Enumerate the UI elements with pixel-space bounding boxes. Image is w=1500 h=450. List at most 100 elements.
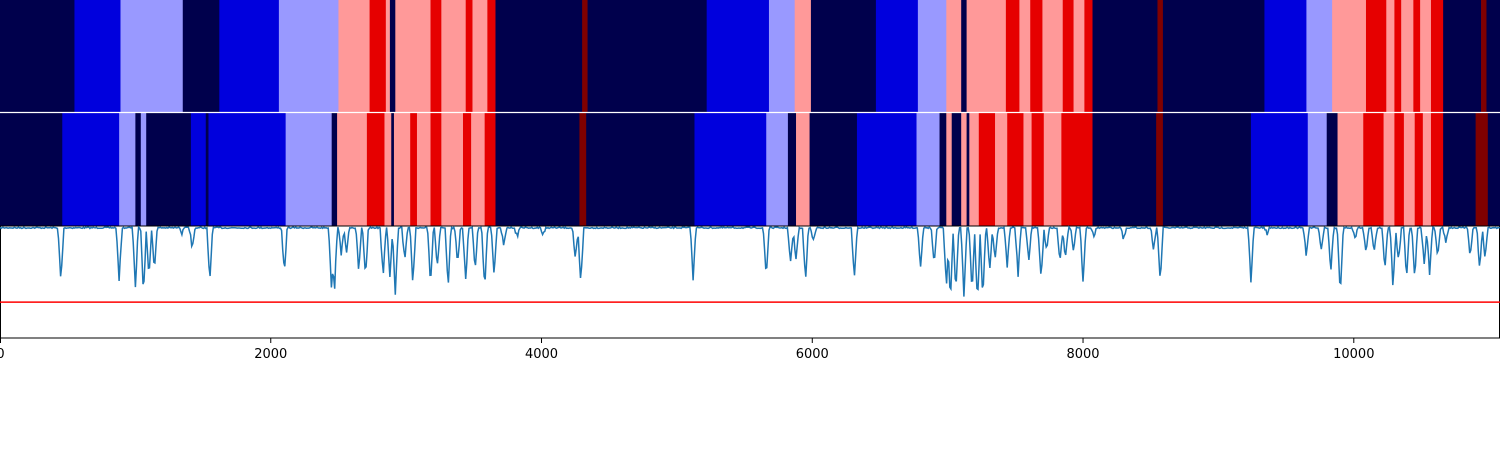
state-track-middle-segment xyxy=(951,113,962,226)
state-track-top-segment xyxy=(582,0,588,112)
state-track-top-segment xyxy=(395,0,431,112)
state-track-top-segment xyxy=(1062,0,1074,112)
state-track-top-segment xyxy=(472,0,488,112)
state-track-top-segment xyxy=(1030,0,1043,112)
state-track-top-segment xyxy=(495,0,583,112)
state-track-middle-segment xyxy=(391,113,395,226)
state-track-middle-segment xyxy=(119,113,136,226)
state-track-top-segment xyxy=(768,0,796,112)
x-tick-label: 4000 xyxy=(525,347,558,362)
state-track-middle-segment xyxy=(205,113,209,226)
state-track-middle-segment xyxy=(978,113,996,226)
state-track-top-segment xyxy=(706,0,770,112)
state-track-middle-segment xyxy=(787,113,797,226)
state-track-middle-segment xyxy=(441,113,464,226)
state-track-top-segment xyxy=(875,0,919,112)
state-track-top-segment xyxy=(1401,0,1414,112)
state-track-middle-segment xyxy=(62,113,120,226)
x-axis: 0 2000 4000 6000 8000 10000 xyxy=(0,338,1374,362)
state-track-top-segment xyxy=(1306,0,1333,112)
state-track-middle-segment xyxy=(796,113,810,226)
state-track-middle-segment xyxy=(1250,113,1309,226)
x-tick-label: 0 xyxy=(0,347,5,362)
state-track-middle-segment xyxy=(1475,113,1489,226)
state-track-middle-segment xyxy=(285,113,333,226)
state-track-middle-segment xyxy=(135,113,142,226)
state-track-top-segment xyxy=(966,0,1007,112)
state-track-middle-segment xyxy=(966,113,970,226)
state-track-top-segment xyxy=(369,0,387,112)
state-track-top-segment xyxy=(1157,0,1164,112)
state-track-middle-segment xyxy=(0,113,63,226)
state-track-top-segment xyxy=(1005,0,1020,112)
x-tick-label: 6000 xyxy=(796,347,829,362)
state-track-top-segment xyxy=(1420,0,1432,112)
state-track-top-segment xyxy=(487,0,496,112)
state-track-middle-segment xyxy=(969,113,980,226)
state-track-middle-segment xyxy=(766,113,789,226)
state-track-middle-segment xyxy=(484,113,496,226)
state-track-top-segment xyxy=(810,0,877,112)
signal-panel-frame xyxy=(0,225,1500,339)
state-track-top-segment xyxy=(465,0,473,112)
state-track-middle-segment xyxy=(462,113,472,226)
state-track-middle-segment xyxy=(1394,113,1405,226)
state-track-middle-segment xyxy=(1443,113,1477,226)
state-track-middle-segment xyxy=(946,113,953,226)
state-track-top-segment xyxy=(182,0,220,112)
state-track-middle-segment xyxy=(471,113,486,226)
state-track-top-segment xyxy=(917,0,947,112)
state-track-middle-segment xyxy=(1487,113,1500,226)
state-track-top-segment xyxy=(1092,0,1158,112)
state-track-top-segment xyxy=(1481,0,1487,112)
state-track-middle-segment xyxy=(856,113,917,226)
state-track-top-segment xyxy=(74,0,121,112)
state-track-top-segment xyxy=(1365,0,1387,112)
state-track-middle-segment xyxy=(1307,113,1328,226)
state-track-middle-segment xyxy=(208,113,287,226)
state-track-middle-segment xyxy=(366,113,385,226)
x-tick-label: 2000 xyxy=(254,347,287,362)
state-track-top-segment xyxy=(1394,0,1402,112)
x-tick-label: 8000 xyxy=(1066,347,1099,362)
x-tick-label: 10000 xyxy=(1333,347,1374,362)
state-track-middle-segment xyxy=(1092,113,1157,226)
state-track-middle-segment xyxy=(1414,113,1424,226)
state-track-top-segment xyxy=(1413,0,1421,112)
state-track-middle-segment xyxy=(337,113,368,226)
state-track-top-segment xyxy=(385,0,391,112)
state-track-top-segment xyxy=(1073,0,1085,112)
state-track-top-segment xyxy=(219,0,280,112)
state-track-middle-segment xyxy=(961,113,968,226)
state-track-top-segment xyxy=(278,0,339,112)
state-track-middle-segment xyxy=(384,113,392,226)
state-track-top-segment xyxy=(961,0,968,112)
state-track-middle-segment xyxy=(1337,113,1364,226)
state-track-top-segment xyxy=(338,0,370,112)
state-track-top-segment xyxy=(587,0,708,112)
state-track-middle-segment xyxy=(410,113,418,226)
state-track-middle-segment xyxy=(1403,113,1416,226)
state-track-middle-segment xyxy=(586,113,695,226)
state-track-top-segment xyxy=(441,0,467,112)
state-track-middle-segment xyxy=(331,113,338,226)
state-track-top-segment xyxy=(1084,0,1093,112)
state-track-middle-segment xyxy=(1363,113,1384,226)
state-track-middle-segment xyxy=(916,113,940,226)
state-track-middle-segment xyxy=(1043,113,1062,226)
state-track-top-segment xyxy=(1443,0,1482,112)
state-track-middle-segment xyxy=(579,113,587,226)
state-track-middle-segment xyxy=(995,113,1008,226)
state-track-top-segment xyxy=(1332,0,1367,112)
state-track-middle-segment xyxy=(1430,113,1444,226)
state-track-middle-segment xyxy=(1422,113,1432,226)
signal-panel xyxy=(0,225,1500,339)
state-track-middle-segment xyxy=(809,113,858,226)
state-track-top xyxy=(0,0,1500,112)
state-track-top-segment xyxy=(1486,0,1500,112)
state-track-top-segment xyxy=(0,0,75,112)
signal-line xyxy=(0,225,1500,297)
state-track-middle-segment xyxy=(190,113,207,226)
state-track-middle-segment xyxy=(416,113,431,226)
state-track-middle-segment xyxy=(140,113,147,226)
